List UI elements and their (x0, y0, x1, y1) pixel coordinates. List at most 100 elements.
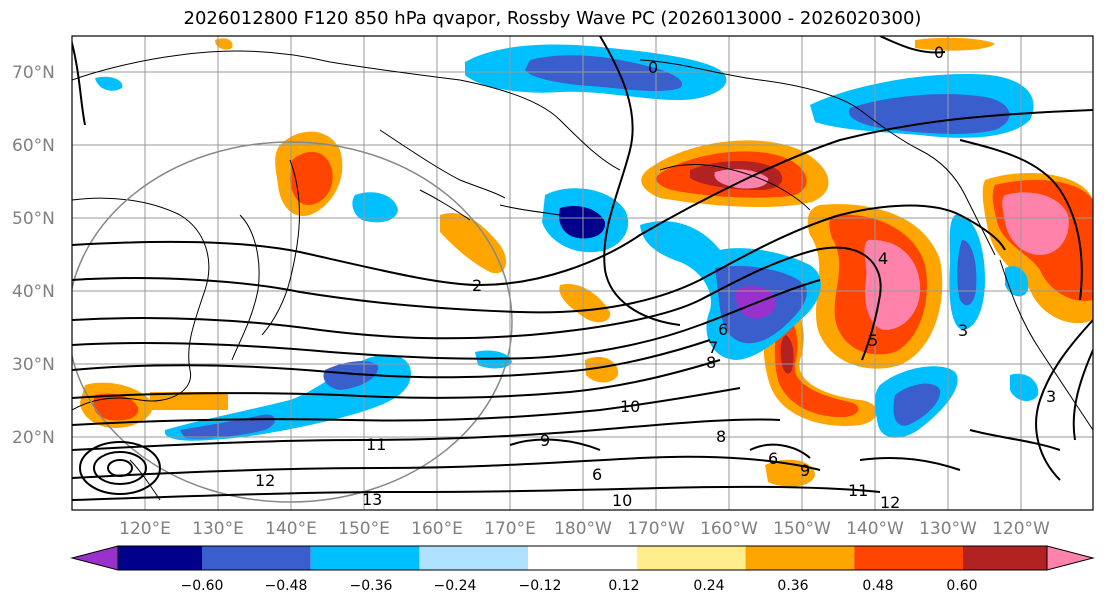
contour-line (72, 418, 781, 451)
anomaly-positive-region (290, 151, 333, 205)
colorbar-swatch (310, 546, 420, 570)
contour-line (959, 139, 1083, 301)
anomaly-negative-region (559, 205, 606, 239)
contour-line (72, 455, 821, 479)
colorbar-tick-label: 0.12 (608, 578, 639, 594)
lat-label: 50°N (12, 209, 55, 229)
colorbar-swatch (419, 546, 529, 570)
lon-label: 120°W (992, 519, 1050, 539)
contour-line (93, 451, 147, 485)
anomaly-negative-region (95, 76, 123, 91)
lon-label: 160°E (411, 519, 463, 539)
colorbar-swatch (118, 546, 202, 570)
contour-label: 7 (708, 338, 718, 357)
contour-label: 2 (472, 276, 482, 295)
lon-label: 160°W (700, 519, 758, 539)
anomaly-positive-region (559, 284, 611, 323)
colorbar-tick-label: 0.24 (693, 578, 724, 594)
contour-line (72, 39, 86, 126)
contour-line (72, 339, 711, 379)
colorbar-tick-label: 0.48 (862, 578, 893, 594)
anomaly-negative-region (1005, 266, 1029, 297)
anomaly-positive-region (774, 315, 859, 418)
contour-label: 10 (620, 397, 640, 416)
anomaly-positive-region (1002, 192, 1069, 255)
anomaly-negative-region (1010, 373, 1039, 402)
anomaly-positive-region (150, 392, 228, 410)
anomaly-negative-region (525, 55, 682, 92)
colorbar-swatch (636, 546, 746, 570)
contour-label: 3 (958, 321, 968, 340)
contour-line (72, 279, 821, 360)
anomaly-negative-region (849, 94, 1010, 134)
colorbar-tick-label: −0.60 (181, 578, 224, 594)
colorbar-swatch (745, 546, 855, 570)
colorbar-tick-label: 0.36 (777, 578, 808, 594)
lat-label: 60°N (12, 136, 55, 156)
lat-label: 20°N (12, 428, 55, 448)
colorbar: −0.60 −0.48 −0.36 −0.24 −0.12 0.12 0.24 … (70, 545, 1095, 594)
anomaly-positive-region (585, 356, 619, 383)
contour-line (72, 109, 1093, 287)
map-title: 2026012800 F120 850 hPa qvapor, Rossby W… (183, 8, 922, 29)
contour-label: 8 (716, 427, 726, 446)
contour-line (1035, 319, 1093, 481)
longitude-labels: 120°E 130°E 140°E 150°E 160°E 170°E 180°… (119, 519, 1050, 539)
contour-label: 9 (540, 431, 550, 450)
lon-label: 140°W (846, 519, 904, 539)
colorbar-extend-min (70, 545, 119, 571)
contour-label: 8 (706, 353, 716, 372)
contour-line (72, 359, 721, 399)
contour-label: 12 (255, 471, 275, 490)
lat-label: 70°N (12, 63, 55, 83)
anomaly-positive-region (440, 213, 507, 274)
contour-labels: 0 0 2 4 5 6 7 8 9 10 11 12 13 3 6 8 9 11… (255, 43, 1056, 512)
contour-label: 4 (878, 249, 888, 268)
colorbar-frame (117, 545, 1048, 571)
contour-line (599, 36, 681, 326)
contour-line (107, 459, 133, 477)
contour-lines (72, 36, 1093, 501)
contour-line (79, 441, 161, 495)
graticule (72, 36, 1093, 510)
contour-label: 0 (648, 58, 658, 77)
colorbar-tick-label: −0.36 (350, 578, 393, 594)
anomaly-negative-region (893, 383, 941, 426)
colorbar-tick-label: 0.60 (946, 578, 977, 594)
anomaly-positive-region (215, 38, 233, 50)
lon-label: 120°E (119, 519, 171, 539)
contour-label: 9 (800, 461, 810, 480)
contour-label: 6 (592, 465, 602, 484)
lon-label: 170°E (484, 519, 536, 539)
colorbar-swatches (118, 546, 1047, 570)
lat-label: 30°N (12, 355, 55, 375)
lat-label: 40°N (12, 282, 55, 302)
contour-line (509, 438, 601, 451)
anomaly-negative-region (957, 240, 977, 306)
contour-label: 12 (880, 493, 900, 512)
lon-label: 150°E (338, 519, 390, 539)
contour-line (859, 457, 961, 471)
lon-label: 130°E (192, 519, 244, 539)
contour-label: 3 (1046, 387, 1056, 406)
map-plot-area: 0 0 2 4 5 6 7 8 9 10 11 12 13 3 6 8 9 11… (71, 35, 1094, 512)
contour-line (72, 387, 741, 426)
contour-line (72, 246, 882, 361)
contour-label: 13 (362, 490, 382, 509)
contour-label: 10 (612, 491, 632, 510)
colorbar-tick-label: −0.48 (265, 578, 308, 594)
anomaly-positive-region (93, 393, 139, 421)
colorbar-swatch (854, 546, 963, 570)
colorbar-tick-label: −0.24 (434, 578, 477, 594)
lon-label: 140°E (265, 519, 317, 539)
contour-label: 0 (934, 43, 944, 62)
anomaly-positive-region (915, 37, 995, 51)
contour-label: 11 (848, 481, 868, 500)
contour-label: 6 (718, 320, 728, 339)
lon-label: 180°W (554, 519, 612, 539)
latitude-labels: 70°N 60°N 50°N 40°N 30°N 20°N (12, 63, 55, 448)
contour-line (1072, 349, 1093, 441)
colorbar-swatch (963, 546, 1047, 570)
contour-line (969, 429, 1061, 451)
